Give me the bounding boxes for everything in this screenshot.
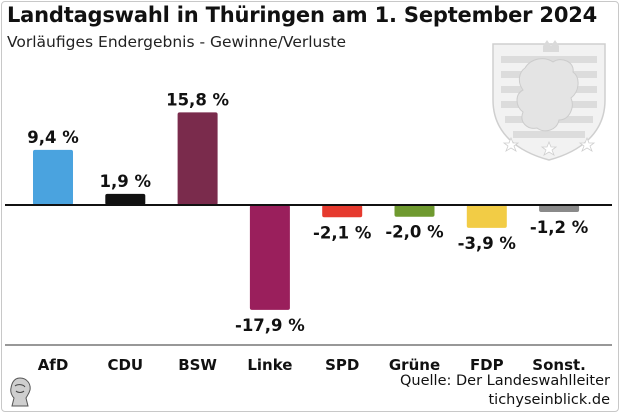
publisher-logo-icon [10,377,31,407]
chart-subtitle: Vorläufiges Endergebnis - Gewinne/Verlus… [7,33,347,51]
bar-bsw [177,112,218,205]
category-label-grne: Grüne [389,356,440,374]
bar-afd [33,149,73,205]
bar-grne [394,205,435,217]
bar-sonst [539,205,580,213]
value-label-linke: -17,9 % [235,316,305,335]
bar-cdu [105,193,146,205]
category-label-sonst: Sonst. [532,356,586,374]
chart-title: Landtagswahl in Thüringen am 1. Septembe… [7,3,598,27]
category-label-afd: AfD [38,356,69,374]
value-label-sonst: -1,2 % [530,218,589,237]
bar-spd [322,205,363,218]
category-label-spd: SPD [325,356,359,374]
site-credit: tichyseinblick.de [488,392,610,408]
bar-linke [249,205,290,310]
category-label-cdu: CDU [107,356,143,374]
value-label-afd: 9,4 % [27,128,79,147]
value-label-fdp: -3,9 % [458,234,517,253]
thuringia-coat-of-arms-icon [492,40,606,161]
value-label-cdu: 1,9 % [100,172,152,191]
category-label-linke: Linke [247,356,292,374]
value-label-grne: -2,0 % [385,223,444,242]
category-label-bsw: BSW [178,356,217,374]
value-label-spd: -2,1 % [313,223,372,242]
category-label-fdp: FDP [470,356,504,374]
value-label-bsw: 15,8 % [166,90,229,109]
bar-fdp [466,205,507,228]
source-note: Quelle: Der Landeswahlleiter tichyseinbl… [400,372,610,410]
source-text: Quelle: Der Landeswahlleiter [400,373,610,389]
